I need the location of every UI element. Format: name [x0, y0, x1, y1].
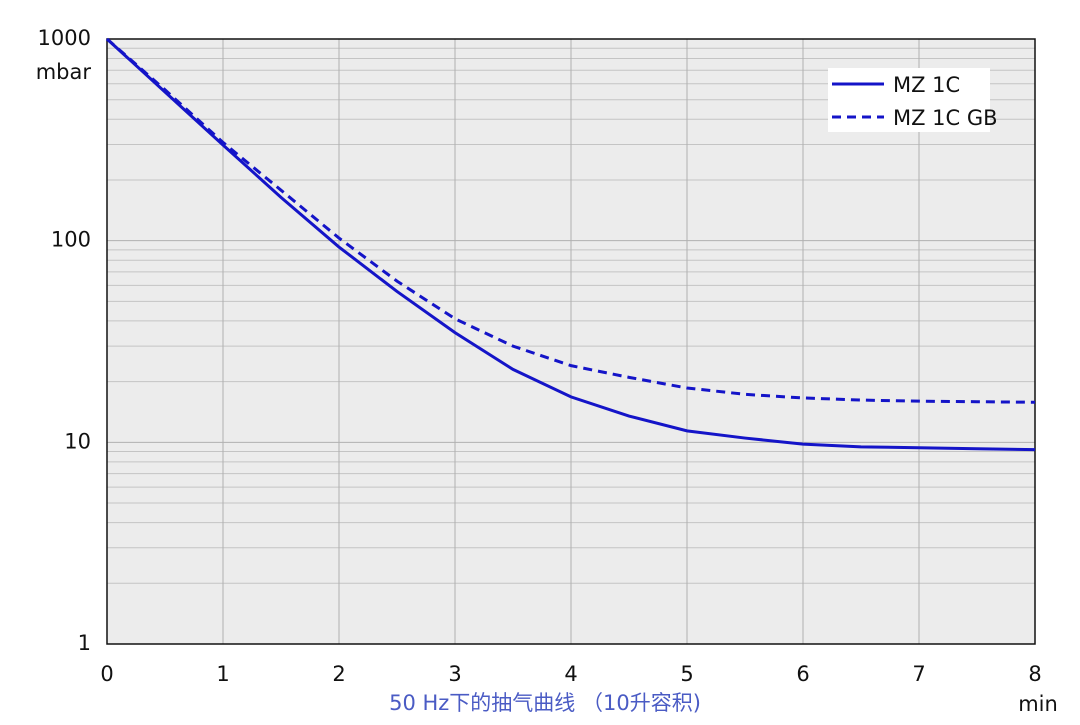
legend-label: MZ 1C GB	[893, 106, 998, 130]
plot-frame	[106, 38, 1036, 645]
y-tick-label: 1000	[38, 26, 91, 50]
series-line	[106, 37, 1036, 404]
series-line	[105, 37, 1036, 452]
legend-box	[828, 68, 990, 132]
y-tick-label: 100	[51, 228, 91, 252]
x-tick-label: 3	[448, 662, 461, 686]
subtitle: 50 Hz下的抽气曲线 （10升容积)	[389, 691, 701, 715]
y-tick-label: 1	[78, 631, 91, 655]
x-tick-label: 2	[332, 662, 345, 686]
x-axis-label: min	[1018, 692, 1058, 716]
x-tick-label: 8	[1028, 662, 1041, 686]
x-tick-label: 4	[564, 662, 577, 686]
y-tick-label: 10	[64, 429, 91, 453]
x-tick-label: 0	[100, 662, 113, 686]
y-axis-label: mbar	[36, 60, 92, 84]
x-tick-label: 5	[680, 662, 693, 686]
legend-label: MZ 1C	[893, 73, 960, 97]
x-tick-label: 1	[216, 662, 229, 686]
x-tick-label: 6	[796, 662, 809, 686]
x-tick-label: 7	[912, 662, 925, 686]
